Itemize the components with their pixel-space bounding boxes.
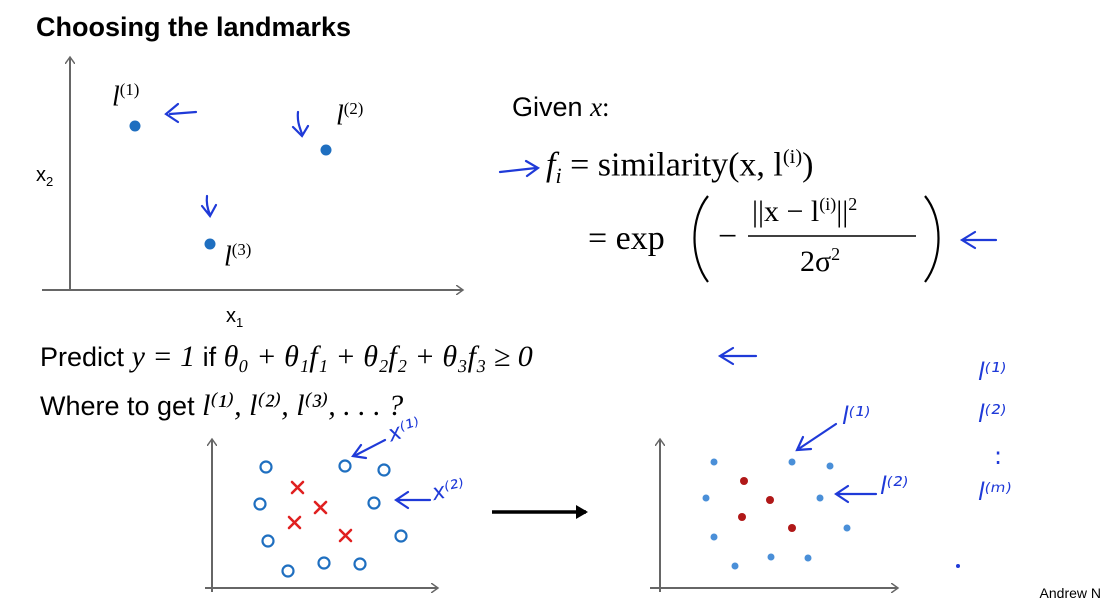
hand-arrow-l1-br [795,422,838,452]
author-credit: Andrew N [1039,585,1101,601]
br-dot [767,553,775,561]
top-plot-xlabel: x1 [226,305,244,330]
hand-label-l1: l⁽¹⁾ [842,402,871,430]
landmark-label-1: l(1) [112,80,140,113]
br-red-dot [740,477,748,485]
bl-circle [281,564,295,578]
br-red-dot [788,524,796,532]
landmark-point-2 [320,144,332,156]
hand-list-item: l⁽ᵐ⁾ [978,478,1012,506]
br-dot [710,458,718,466]
bl-cross [290,480,305,495]
br-red-dot [738,513,746,521]
bl-circle [317,556,331,570]
br-dot [788,458,796,466]
bl-circle [367,496,381,510]
hand-arrow-predict [717,346,758,366]
br-dot [843,524,851,532]
bl-circle [353,557,367,571]
right-paren [924,195,940,283]
fraction-numerator: ||x − l(i)||2 [752,194,858,228]
bl-circle [259,460,273,474]
hand-arrow-l1 [164,102,198,124]
exp-minus: − [718,218,738,255]
hand-arrow-l2-br [834,484,878,504]
similarity-equation: fi = similarity(x, l(i)) [546,146,814,189]
br-dot [826,462,834,470]
bl-circle [253,497,267,511]
landmark-label-3: l(3) [224,240,252,273]
br-dot [804,554,812,562]
hand-arrow-x2 [394,490,432,510]
fraction-denominator: 2σ2 [800,244,841,278]
left-paren [693,195,709,283]
hand-label-l2: l⁽²⁾ [880,472,909,500]
exp-prefix: = exp [588,220,665,257]
br-dot [710,533,718,541]
br-dot [702,494,710,502]
bl-cross [338,528,353,543]
slide-title: Choosing the landmarks [36,12,352,42]
bl-circle [338,459,352,473]
bl-cross [313,500,328,515]
where-line: Where to get l⁽¹⁾, l⁽²⁾, l⁽³⁾, . . . ? [40,389,404,422]
given-line: Given x: [512,92,610,122]
hand-arrow-l2 [291,110,310,138]
hand-list-dots: : [994,442,1003,470]
predict-line: Predict y = 1 if θ₀ + θ₁f₁ + θ₂f₂ + θ₃f₃… [40,340,533,373]
bl-circle [394,529,408,543]
bl-circle [261,534,275,548]
hand-list-item: l⁽²⁾ [978,400,1007,428]
landmark-point-1 [129,120,141,132]
top-plot-ylabel: x2 [36,164,54,189]
hand-arrow-l3 [200,194,218,218]
landmark-point-3 [204,238,216,250]
hand-arrow-formula [498,159,541,178]
hand-arrow-exp [959,230,998,250]
hand-arrow-x1 [351,438,387,460]
landmark-label-2: l(2) [336,99,364,132]
hand-list-item: l⁽¹⁾ [978,358,1007,386]
br-red-dot [766,496,774,504]
stray-mark [956,564,960,568]
br-dot [816,494,824,502]
bl-circle [377,463,391,477]
bl-cross [287,515,302,530]
br-dot [731,562,739,570]
